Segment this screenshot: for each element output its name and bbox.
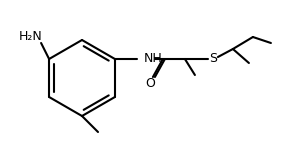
Text: O: O — [145, 78, 155, 91]
Text: NH: NH — [144, 53, 163, 66]
Text: S: S — [209, 53, 217, 66]
Text: H₂N: H₂N — [19, 31, 43, 44]
